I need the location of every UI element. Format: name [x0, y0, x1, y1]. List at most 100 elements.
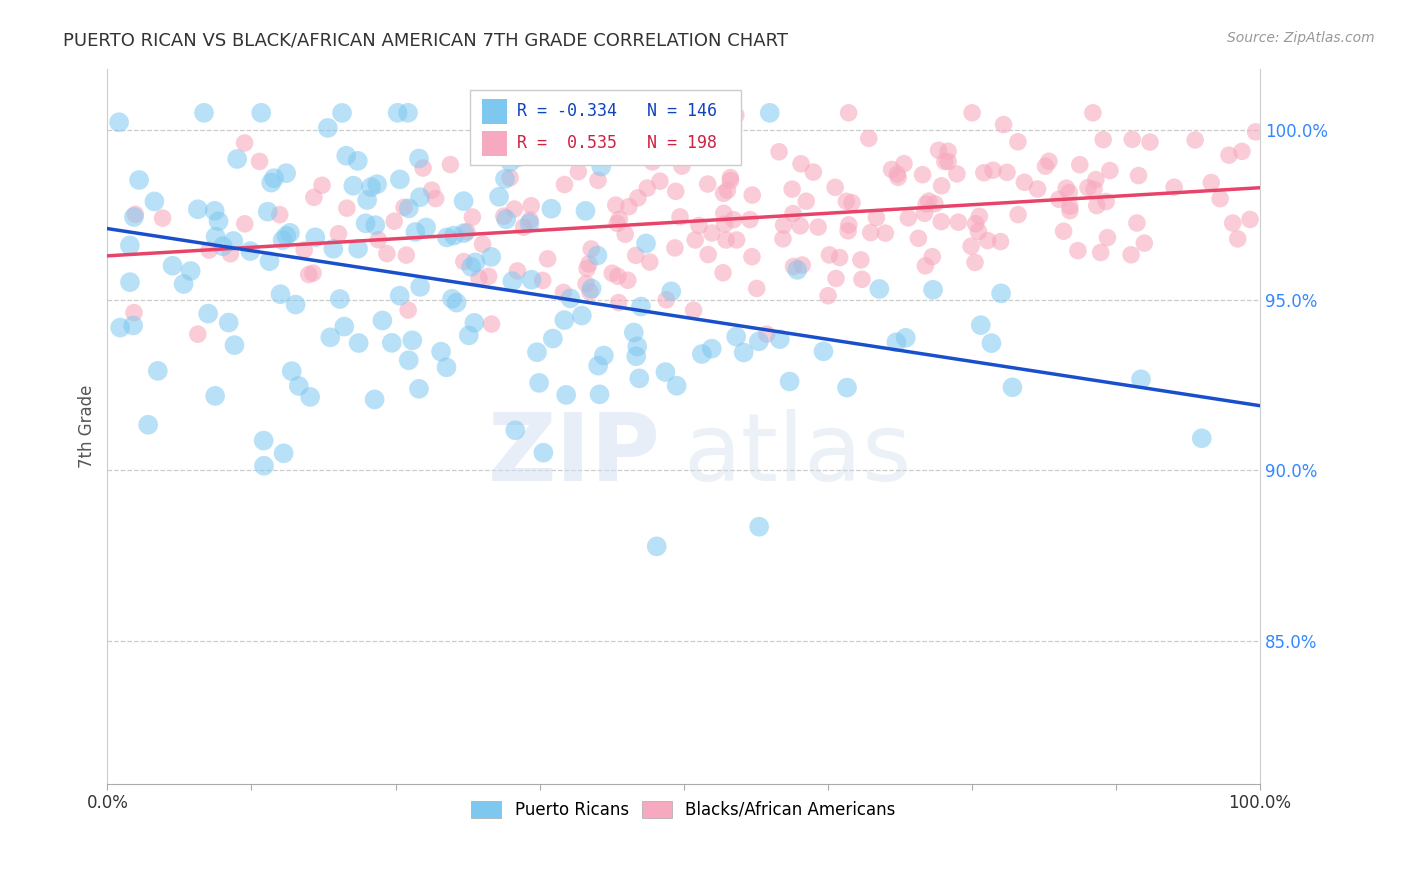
Point — [936, 154, 959, 169]
Point — [626, 339, 648, 353]
Point — [659, 285, 682, 299]
Point — [638, 255, 661, 269]
Point — [969, 209, 991, 223]
Point — [124, 207, 146, 221]
Point — [1222, 216, 1244, 230]
Point — [688, 219, 710, 233]
Point — [560, 292, 582, 306]
Point — [387, 105, 409, 120]
Legend: Puerto Ricans, Blacks/African Americans: Puerto Ricans, Blacks/African Americans — [465, 794, 903, 825]
Point — [1083, 182, 1105, 196]
Point — [520, 199, 543, 213]
Point — [990, 235, 1012, 249]
Point — [1026, 182, 1049, 196]
Point — [690, 347, 713, 361]
Point — [782, 206, 804, 220]
Point — [976, 234, 998, 248]
Point — [519, 216, 541, 230]
Point — [488, 190, 510, 204]
Point — [914, 259, 936, 273]
Point — [461, 210, 484, 224]
Point — [993, 118, 1015, 132]
Point — [724, 108, 747, 122]
Point — [859, 226, 882, 240]
Point — [366, 177, 388, 191]
Point — [1085, 199, 1108, 213]
Point — [921, 250, 943, 264]
Point — [269, 287, 291, 301]
Point — [404, 225, 426, 239]
Point — [1092, 133, 1115, 147]
Point — [915, 197, 938, 211]
Point — [801, 165, 824, 179]
Point — [1052, 224, 1074, 238]
Point — [347, 242, 370, 256]
Point — [711, 266, 734, 280]
Point — [683, 139, 706, 153]
Point — [412, 161, 434, 175]
Point — [302, 190, 325, 204]
Point — [669, 210, 692, 224]
Point — [193, 105, 215, 120]
Point — [665, 378, 688, 392]
Point — [329, 292, 352, 306]
Point — [1244, 125, 1267, 139]
Point — [794, 194, 817, 209]
Point — [540, 202, 562, 216]
Point — [624, 248, 647, 262]
Point — [605, 198, 627, 212]
Point — [575, 277, 598, 291]
Point — [838, 105, 860, 120]
Point — [499, 170, 522, 185]
Point — [581, 281, 603, 295]
Point — [725, 329, 748, 343]
Point — [571, 309, 593, 323]
Point — [122, 318, 145, 333]
Point — [501, 274, 523, 288]
Point — [256, 204, 278, 219]
Point — [723, 212, 745, 227]
Point — [218, 316, 240, 330]
Point — [886, 335, 908, 350]
Point — [825, 271, 848, 285]
Point — [299, 390, 322, 404]
Point — [207, 214, 229, 228]
Point — [1038, 154, 1060, 169]
Point — [233, 217, 256, 231]
Point — [980, 336, 1002, 351]
Point — [396, 303, 419, 318]
Point — [789, 219, 811, 233]
Point — [263, 171, 285, 186]
Point — [187, 202, 209, 217]
Point — [198, 243, 221, 257]
Point — [463, 316, 485, 330]
Point — [813, 344, 835, 359]
Point — [1128, 169, 1150, 183]
Point — [152, 211, 174, 226]
Point — [211, 239, 233, 253]
Point — [536, 252, 558, 266]
Point — [772, 218, 794, 232]
Point — [503, 423, 526, 437]
Point — [336, 201, 359, 215]
Point — [1230, 145, 1253, 159]
Point — [748, 519, 770, 533]
Point — [716, 183, 738, 197]
Point — [818, 248, 841, 262]
Point — [745, 281, 768, 295]
Point — [555, 388, 578, 402]
Point — [1077, 180, 1099, 194]
Point — [342, 178, 364, 193]
Point — [578, 257, 600, 271]
Point — [118, 275, 141, 289]
Point — [630, 105, 652, 120]
Point — [253, 458, 276, 473]
Point — [591, 160, 613, 174]
Text: ZIP: ZIP — [488, 409, 661, 500]
Point — [967, 225, 990, 239]
Point — [733, 345, 755, 359]
Point — [453, 254, 475, 268]
Point — [1121, 132, 1143, 146]
Point — [865, 211, 887, 225]
Point — [924, 197, 946, 211]
